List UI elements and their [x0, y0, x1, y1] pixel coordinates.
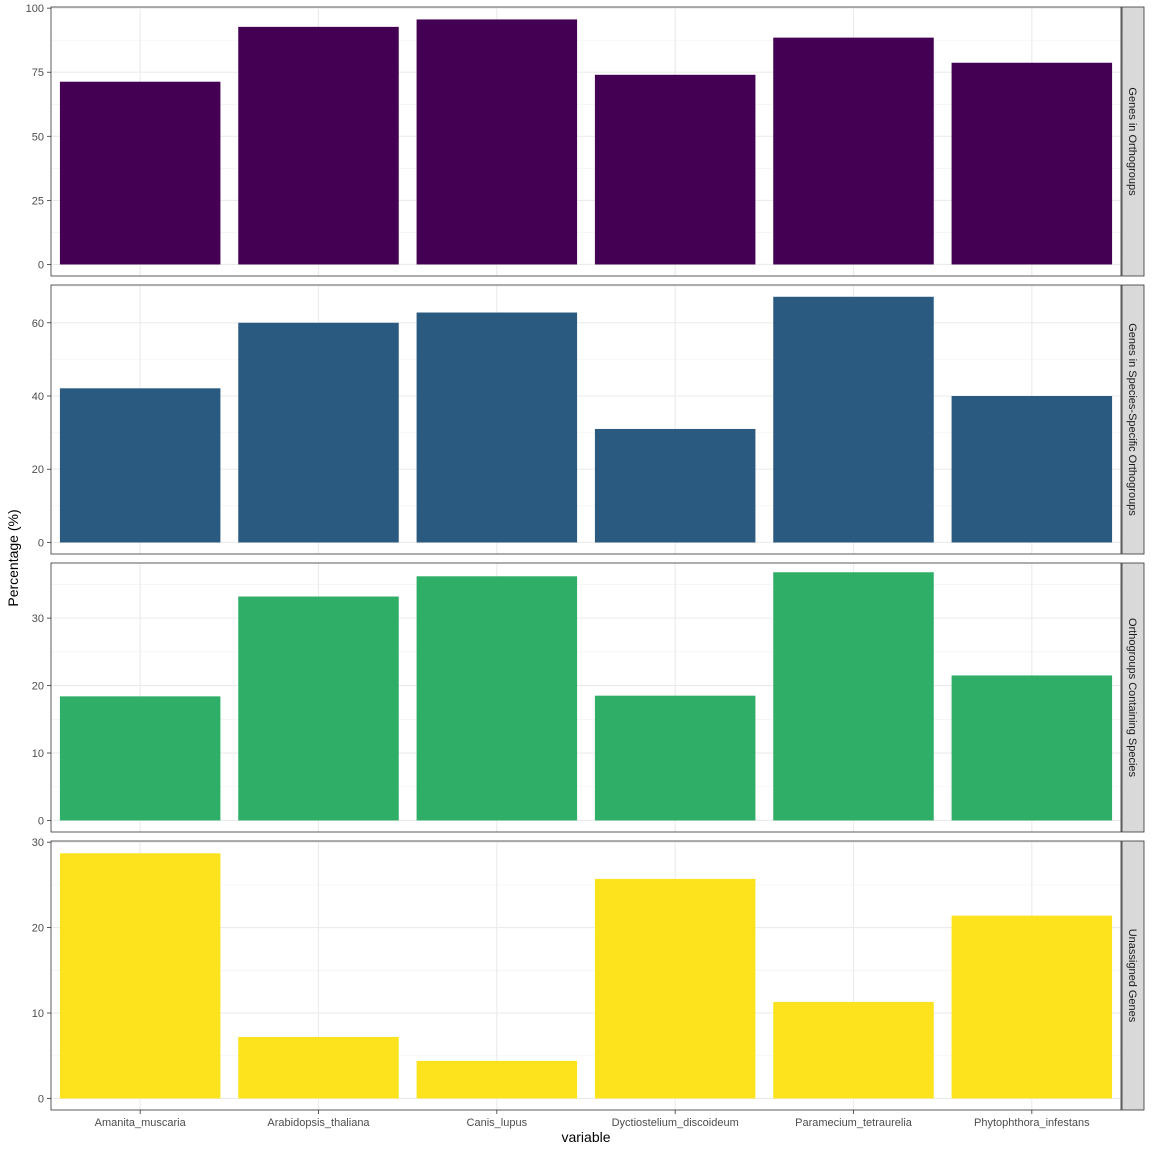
y-tick-label: 10	[32, 1008, 44, 1020]
panel-border	[50, 840, 1122, 1111]
bar-Amanita_muscaria	[59, 853, 221, 1099]
y-tick-label: 10	[32, 748, 44, 760]
y-tick-label: 60	[32, 318, 44, 330]
panel-border	[50, 6, 1122, 277]
facet-strip	[1121, 284, 1145, 555]
bar-Amanita_muscaria	[59, 81, 221, 265]
bar-Arabidopsis_thaliana	[238, 596, 399, 821]
facet-strip-label: Unassigned Genes	[1126, 929, 1138, 1023]
facet-strip-label: Orthogroups Containing Species	[1126, 618, 1138, 777]
bar-Paramecium_tetraurelia	[773, 572, 934, 821]
panel-background	[51, 285, 1121, 554]
x-tick-label: Amanita_muscaria	[95, 1117, 187, 1129]
facet-strip-label: Genes in Species-Specific Orthogroups	[1126, 323, 1138, 516]
y-tick-label: 20	[32, 923, 44, 935]
y-tick-label: 75	[32, 67, 44, 79]
bar-Phytophthora_infestans	[951, 62, 1113, 265]
bar-Paramecium_tetraurelia	[773, 1001, 934, 1099]
panel-border	[50, 284, 1122, 555]
bar-Dyctiostelium_discoideum	[594, 74, 756, 265]
bar-Arabidopsis_thaliana	[238, 26, 399, 265]
bar-Phytophthora_infestans	[951, 915, 1113, 1099]
panel-border	[50, 562, 1122, 833]
y-axis-title: Percentage (%)	[5, 509, 21, 606]
y-tick-label: 30	[32, 837, 44, 849]
y-tick-label: 20	[32, 464, 44, 476]
bar-Phytophthora_infestans	[951, 675, 1113, 821]
bar-Dyctiostelium_discoideum	[594, 878, 756, 1099]
x-tick-label: Paramecium_tetraurelia	[795, 1117, 913, 1129]
facet-strip	[1121, 562, 1145, 833]
panel-background	[51, 7, 1121, 276]
x-tick-label: Dyctiostelium_discoideum	[612, 1117, 739, 1129]
bar-Paramecium_tetraurelia	[773, 296, 934, 543]
facet-strip	[1121, 6, 1145, 277]
facet-strip-label: Genes in Orthogroups	[1126, 87, 1138, 196]
x-tick-label: Phytophthora_infestans	[974, 1117, 1090, 1129]
y-tick-label: 0	[38, 259, 44, 271]
y-tick-label: 100	[26, 3, 44, 15]
bar-Dyctiostelium_discoideum	[594, 428, 756, 543]
x-axis-title: variable	[561, 1129, 610, 1145]
facet-strip	[1121, 840, 1145, 1111]
y-tick-label: 30	[32, 613, 44, 625]
bar-Amanita_muscaria	[59, 696, 221, 821]
panel-background	[51, 841, 1121, 1110]
bar-Phytophthora_infestans	[951, 396, 1113, 543]
panel-1: 0 20 40 60 Genes in Species-Specific Orthogr…	[32, 284, 1145, 555]
bar-Canis_lupus	[416, 576, 578, 821]
y-tick-label: 20	[32, 681, 44, 693]
y-tick-label: 25	[32, 195, 44, 207]
bar-Arabidopsis_thaliana	[238, 322, 399, 543]
y-tick-label: 50	[32, 131, 44, 143]
y-tick-label: 40	[32, 391, 44, 403]
bar-Dyctiostelium_discoideum	[594, 695, 756, 821]
y-tick-label: 0	[38, 1093, 44, 1105]
x-tick-label: Arabidopsis_thaliana	[267, 1117, 370, 1129]
y-tick-label: 0	[38, 537, 44, 549]
bar-Canis_lupus	[416, 1060, 578, 1099]
panel-0: 0 25 50 75 100 Genes in Orthogroups	[26, 3, 1145, 277]
y-tick-label: 0	[38, 815, 44, 827]
bar-Paramecium_tetraurelia	[773, 37, 934, 265]
panel-2: 0 10 20 30 Orthogroups Containing Species	[32, 562, 1145, 833]
bar-Amanita_muscaria	[59, 388, 221, 543]
bar-Canis_lupus	[416, 312, 578, 543]
x-tick-label: Canis_lupus	[467, 1117, 528, 1129]
bar-Arabidopsis_thaliana	[238, 1036, 399, 1099]
panel-3: 0 10 20 30 Unassigned Genes Amanita_muscaria A…	[32, 837, 1145, 1129]
panel-background	[51, 563, 1121, 832]
bar-Canis_lupus	[416, 19, 578, 265]
